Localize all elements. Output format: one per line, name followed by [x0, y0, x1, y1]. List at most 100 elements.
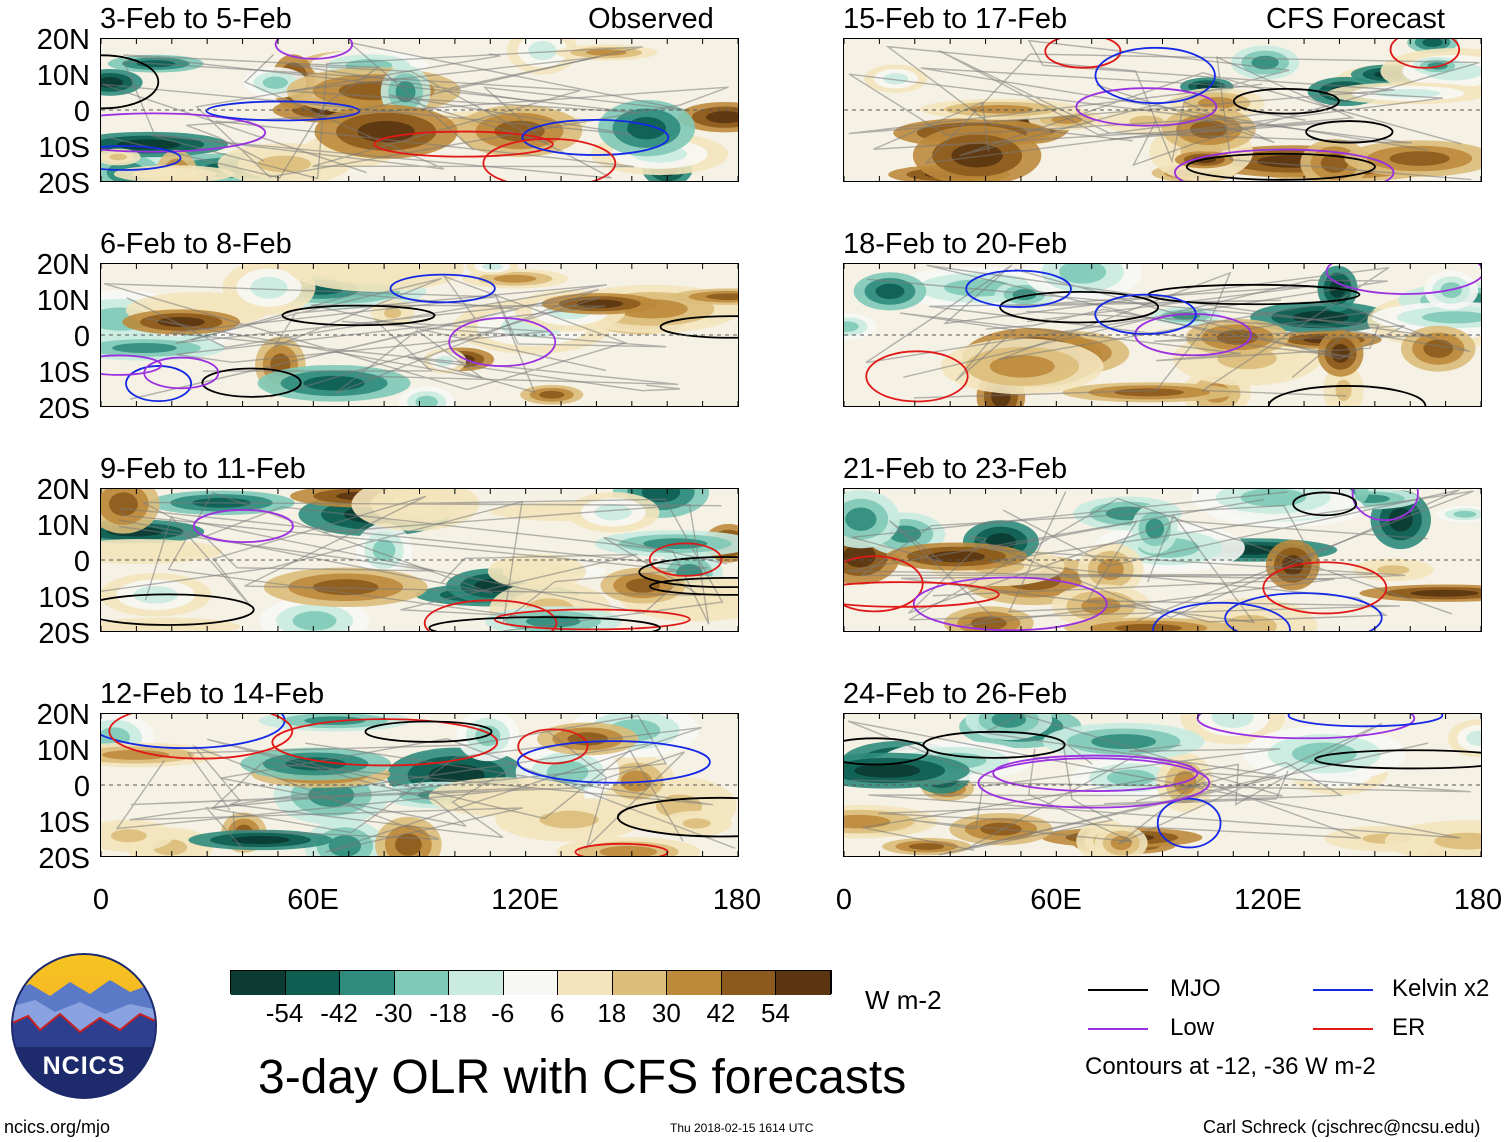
contour-kelvin: [389, 273, 496, 304]
anomaly-blob: [682, 818, 711, 829]
anomaly-blob: [525, 615, 581, 628]
anomaly-blob: [303, 375, 365, 391]
contour-kelvin: [125, 365, 193, 403]
anomaly-blob: [292, 611, 337, 631]
legend-label-er: ER: [1392, 1014, 1426, 1041]
legend-label-mjo: MJO: [1170, 975, 1221, 1002]
anomaly-blob: [340, 264, 411, 278]
anomaly-blob: [1106, 769, 1155, 786]
map-panel-left-3: [100, 488, 739, 632]
anomaly-blob: [1422, 39, 1443, 47]
contour-low: [101, 354, 163, 376]
footer-author: Carl Schreck (cjschrec@ncsu.edu): [1203, 1117, 1481, 1137]
lat-tick-row2-4: 20S: [38, 393, 90, 425]
anomaly-blob: [1197, 96, 1237, 110]
olr-field-map-r0: [844, 39, 1481, 181]
lat-tick-row1-1: 10N: [36, 60, 90, 92]
anomaly-blob: [908, 843, 945, 850]
map-panel-right-4: [843, 713, 1482, 857]
contour-low: [1174, 148, 1395, 181]
lat-tick-row3-1: 10N: [36, 510, 90, 542]
anomaly-blob: [539, 390, 565, 399]
lon-tick-left-120e: 120E: [491, 884, 559, 916]
lat-tick-row4-2: 0: [73, 771, 90, 803]
footer-site: ncics.org/mjo: [4, 1117, 111, 1137]
anomaly-blob: [585, 49, 627, 56]
lon-tick-left-60e: 60E: [287, 884, 339, 916]
anomaly-blob: [1335, 379, 1352, 401]
anomaly-blob: [262, 76, 288, 89]
contour-er: [482, 138, 617, 181]
legend-line-er: [1313, 1028, 1373, 1030]
lat-tick-row2-3: 10S: [38, 357, 90, 389]
contour-low: [192, 509, 294, 544]
lon-tick-right-120e: 120E: [1234, 884, 1302, 916]
map-panel-right-2: [843, 263, 1482, 407]
panel-title-right-3: 21-Feb to 23-Feb: [843, 453, 1068, 485]
lat-tick-row2-2: 0: [73, 321, 90, 353]
lat-tick-row3-0: 20N: [36, 474, 90, 506]
colorbar-bin-5: [503, 971, 559, 995]
anomaly-blob: [1410, 589, 1479, 597]
anomaly-blob: [395, 833, 422, 856]
logo-text: NCICS: [42, 1052, 126, 1080]
contour-er: [648, 542, 723, 577]
colorbar-tick-2: -30: [374, 998, 413, 1028]
anomaly-blob: [1114, 623, 1183, 631]
colorbar-tick-1: -42: [320, 998, 358, 1028]
colorbar-bin-7: [612, 971, 668, 995]
contour-mjo: [617, 796, 738, 838]
contour-er: [517, 728, 589, 765]
anomaly-blob: [112, 342, 177, 354]
anomaly-blob: [517, 564, 557, 579]
anomaly-blob: [250, 276, 288, 299]
colorbar-tick-6: 18: [597, 998, 627, 1028]
anomaly-blob: [107, 546, 173, 557]
lat-tick-row3-4: 20S: [38, 618, 90, 650]
lat-tick-row1-2: 0: [73, 96, 90, 128]
contour-er: [423, 599, 558, 631]
anomaly-blob: [1114, 388, 1184, 397]
figure-title: 3-day OLR with CFS forecasts: [258, 1051, 907, 1104]
contour-er: [844, 581, 1000, 608]
anomaly-blob: [1422, 311, 1481, 324]
legend-line-mjo: [1088, 989, 1148, 991]
contour-mjo: [1232, 87, 1340, 115]
anomaly-blob: [1059, 264, 1107, 284]
contour-er: [1262, 561, 1388, 615]
panel-title-left-4: 12-Feb to 14-Feb: [100, 678, 325, 710]
anomaly-blob: [1222, 614, 1277, 631]
contour-mjo: [281, 304, 436, 327]
contour-kelvin: [965, 269, 1072, 308]
olr-field-map-r2: [844, 489, 1481, 631]
olr-field-map-r1: [844, 264, 1481, 406]
anomaly-blob: [383, 307, 402, 319]
anomaly-blob: [109, 492, 138, 516]
panel-corner-cfs-forecast: CFS Forecast: [1266, 3, 1445, 35]
contour-er: [271, 718, 499, 767]
coastline: [107, 54, 639, 179]
colorbar-tick-4: -6: [491, 998, 515, 1028]
anomaly-blob: [475, 789, 538, 805]
contour-low: [977, 757, 1211, 809]
anomaly-blob: [109, 153, 128, 161]
contour-mjo: [922, 730, 1066, 759]
anomaly-blob: [989, 355, 1055, 378]
contour-low: [912, 576, 1108, 631]
anomaly-blob: [854, 763, 921, 778]
lat-tick-row1-3: 10S: [38, 132, 90, 164]
anomaly-blob: [1466, 730, 1481, 746]
colorbar-tick-0: -54: [265, 998, 304, 1028]
contour-kelvin: [1152, 601, 1291, 631]
panel-corner-observed: Observed: [588, 3, 714, 35]
coastline: [865, 264, 1390, 397]
contour-mjo: [201, 367, 302, 398]
colorbar-tick-5: 6: [550, 998, 565, 1028]
colorbar-tick-7: 30: [651, 998, 681, 1028]
olr-field-map-l0: [101, 39, 738, 181]
contour-low: [448, 317, 557, 367]
lat-tick-row2-1: 10N: [36, 285, 90, 317]
lat-tick-row2-0: 20N: [36, 249, 90, 281]
contour-er: [844, 555, 924, 613]
anomaly-blob: [1453, 510, 1477, 518]
